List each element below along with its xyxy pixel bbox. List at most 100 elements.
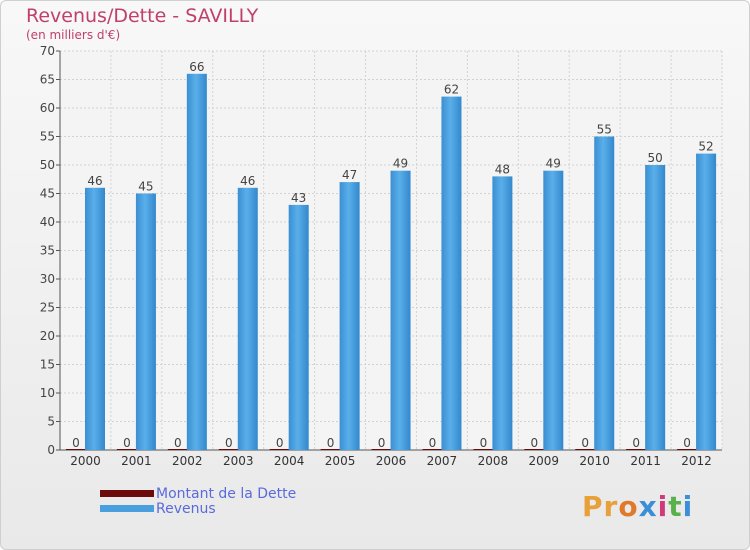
bar-dette (116, 449, 137, 450)
y-tick-label: 50 (40, 158, 55, 172)
y-tick-label: 0 (47, 443, 55, 457)
y-tick-label: 70 (40, 44, 55, 58)
x-tick-label: 2008 (478, 454, 509, 468)
bar-revenus (339, 182, 360, 450)
logo-letter: t (668, 490, 683, 523)
bar-dette (524, 449, 545, 450)
legend-item-revenus: Revenus (100, 500, 296, 517)
data-label-revenus: 49 (546, 157, 561, 171)
data-label-revenus: 50 (648, 151, 663, 165)
legend-swatch-dette (100, 490, 154, 497)
bar-dette (626, 449, 647, 450)
y-tick-label: 25 (40, 301, 55, 315)
data-label-revenus: 46 (87, 174, 102, 188)
logo-letter: o (618, 490, 639, 523)
data-label-revenus: 43 (291, 191, 306, 205)
y-tick-label: 35 (40, 244, 55, 258)
bar-revenus (696, 153, 717, 450)
logo-letter: x (638, 490, 658, 523)
data-label-revenus: 55 (597, 123, 612, 137)
x-tick-label: 2004 (274, 454, 305, 468)
x-tick-label: 2007 (427, 454, 458, 468)
bar-dette (167, 449, 188, 450)
y-tick-label: 15 (40, 358, 55, 372)
data-label-revenus: 52 (698, 140, 713, 154)
x-tick-label: 2003 (223, 454, 254, 468)
data-label-dette: 0 (276, 436, 284, 450)
data-label-dette: 0 (429, 436, 437, 450)
proxiti-logo: Proxiti (582, 490, 693, 523)
bar-dette (422, 449, 443, 450)
data-label-dette: 0 (225, 436, 233, 450)
data-label-revenus: 45 (138, 180, 153, 194)
y-tick-label: 60 (40, 101, 55, 115)
data-label-dette: 0 (72, 436, 80, 450)
chart-title: Revenus/Dette - SAVILLY (26, 5, 259, 27)
bar-revenus (288, 204, 309, 450)
y-tick-label: 40 (40, 215, 55, 229)
x-tick-label: 2005 (325, 454, 356, 468)
bar-dette (371, 449, 392, 450)
data-label-dette: 0 (123, 436, 131, 450)
y-tick-label: 20 (40, 329, 55, 343)
bar-revenus (85, 187, 105, 451)
data-label-dette: 0 (327, 436, 335, 450)
data-label-revenus: 46 (240, 174, 255, 188)
bars (66, 73, 717, 451)
data-label-dette: 0 (480, 436, 488, 450)
bar-revenus (390, 170, 411, 450)
bar-dette (320, 449, 341, 450)
y-tick-label: 45 (40, 187, 55, 201)
y-tick-label: 30 (40, 272, 55, 286)
bar-revenus (645, 165, 666, 450)
bar-dette (218, 449, 239, 450)
data-label-revenus: 62 (444, 83, 459, 97)
data-label-revenus: 47 (342, 168, 357, 182)
legend-label-dette: Montant de la Dette (156, 485, 297, 502)
labels: 0 5 10 15 20 25 30 35 40 45 50 55 60 65 70 0 46 2000 0 45 20… (40, 44, 714, 468)
bar-revenus (543, 170, 564, 450)
x-tick-label: 2000 (70, 454, 101, 468)
bar-revenus (441, 96, 462, 450)
data-label-revenus: 48 (495, 162, 510, 176)
data-label-revenus: 49 (393, 157, 408, 171)
bar-revenus (492, 176, 513, 450)
data-label-dette: 0 (378, 436, 386, 450)
logo-letter: i (657, 490, 669, 523)
logo-letter: i (682, 490, 694, 523)
data-label-dette: 0 (683, 436, 691, 450)
x-tick-label: 2010 (579, 454, 610, 468)
bar-dette (677, 449, 698, 450)
x-tick-label: 2012 (681, 454, 712, 468)
x-tick-label: 2006 (376, 454, 407, 468)
bar-revenus (594, 136, 615, 450)
x-tick-label: 2011 (630, 454, 661, 468)
logo-letter: r (603, 490, 619, 523)
legend-item-dette: Montant de la Dette (100, 485, 297, 502)
bar-dette (575, 449, 596, 450)
legend-swatch-revenus (100, 505, 154, 512)
y-tick-label: 5 (47, 415, 55, 429)
bar-dette (66, 449, 86, 450)
x-tick-label: 2001 (121, 454, 152, 468)
y-tick-label: 55 (40, 130, 55, 144)
data-label-dette: 0 (581, 436, 589, 450)
bar-dette (473, 449, 494, 450)
legend: Montant de la Dette Revenus (100, 485, 297, 517)
y-tick-label: 10 (40, 386, 55, 400)
chart-subtitle: (en milliers d'€) (26, 28, 121, 42)
y-tick-label: 65 (40, 73, 55, 87)
bar-revenus (186, 73, 207, 451)
x-tick-label: 2009 (528, 454, 559, 468)
logo-letter: P (582, 490, 604, 523)
bar-dette (269, 449, 290, 450)
data-label-dette: 0 (632, 436, 640, 450)
data-label-dette: 0 (530, 436, 538, 450)
bar-revenus (135, 193, 156, 450)
x-tick-label: 2002 (172, 454, 203, 468)
bar-revenus (237, 187, 258, 451)
data-label-dette: 0 (174, 436, 182, 450)
data-label-revenus: 66 (189, 60, 204, 74)
legend-label-revenus: Revenus (156, 500, 216, 517)
